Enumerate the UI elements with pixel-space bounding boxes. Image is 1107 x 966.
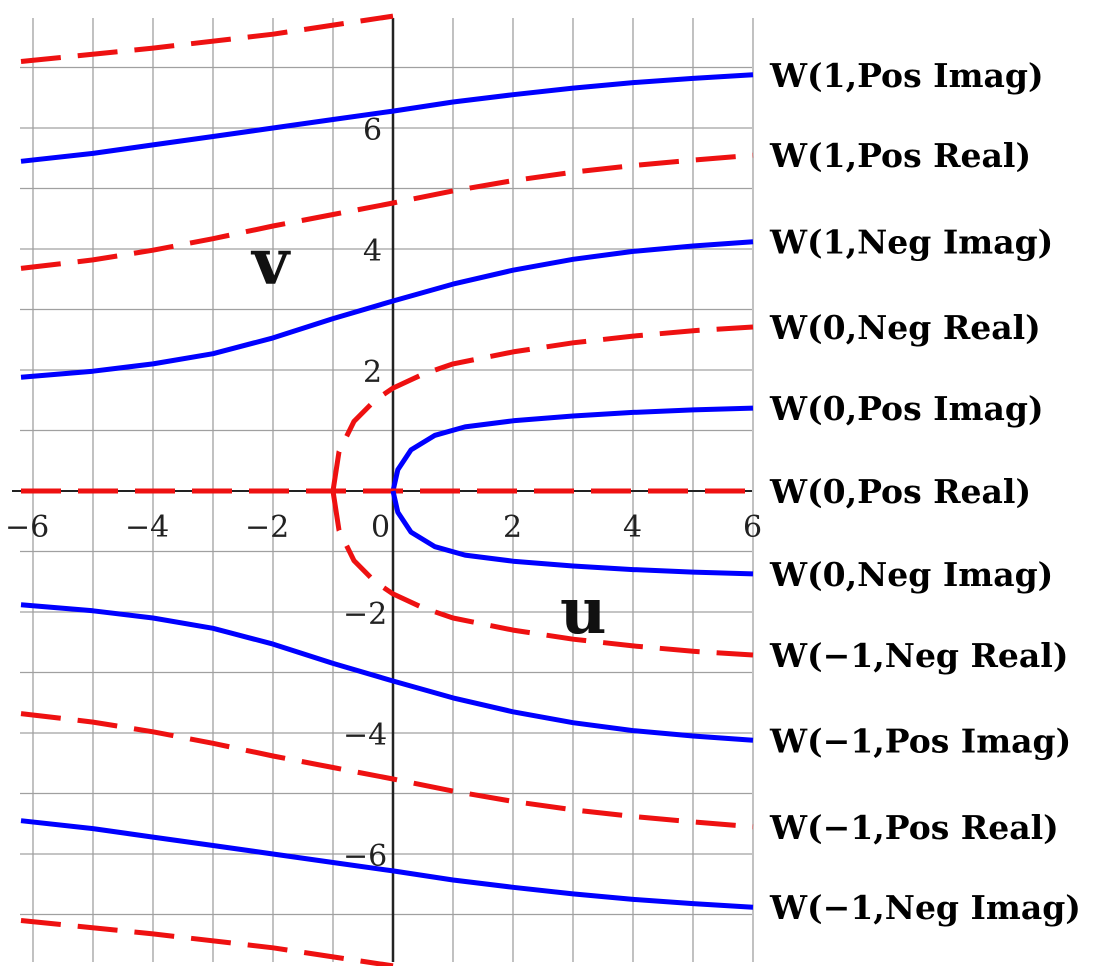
y-tick-label: 6 xyxy=(363,113,382,148)
series-label: W(−1,Neg Real) xyxy=(769,636,1068,675)
series-line-1 xyxy=(20,152,754,271)
x-tick-label: −4 xyxy=(125,510,169,545)
series-label: W(0,Neg Real) xyxy=(769,308,1041,347)
series-label: W(0,Neg Imag) xyxy=(769,555,1053,594)
series-label: W(−1,Pos Real) xyxy=(769,808,1059,847)
x-tick-label: 0 xyxy=(371,510,390,545)
x-axis-label: u xyxy=(560,574,607,649)
tick-labels: −6 −4 −2 0 2 4 6 −6 −4 −2 2 4 6 xyxy=(5,113,762,874)
series-line-11 xyxy=(20,13,394,64)
y-tick-label: −2 xyxy=(343,597,387,632)
series-line-2 xyxy=(20,239,754,380)
series-line-0 xyxy=(20,72,754,164)
y-tick-label: 2 xyxy=(363,355,382,390)
series-label: W(0,Pos Imag) xyxy=(769,389,1044,428)
curve-labels: W(1,Pos Imag) W(1,Pos Real) W(1,Neg Imag) W… xyxy=(769,56,1081,927)
series-label: W(1,Neg Imag) xyxy=(769,223,1053,262)
series-line-3 xyxy=(330,324,754,492)
series-line-7 xyxy=(330,490,754,658)
series-label: W(0,Pos Real) xyxy=(769,472,1031,511)
series-label: W(1,Pos Real) xyxy=(769,136,1031,175)
series-line-8 xyxy=(20,602,754,743)
y-tick-label: −6 xyxy=(343,839,387,874)
series-label: W(−1,Pos Imag) xyxy=(769,721,1071,760)
series-line-6 xyxy=(390,490,754,577)
series-line-9 xyxy=(20,711,754,830)
series-line-4 xyxy=(390,405,754,492)
series-line-10 xyxy=(20,818,754,910)
x-tick-label: −6 xyxy=(5,510,49,545)
grid xyxy=(20,18,754,962)
x-tick-label: −2 xyxy=(245,510,289,545)
x-tick-label: 4 xyxy=(623,510,642,545)
series-label: W(1,Pos Imag) xyxy=(769,56,1044,95)
y-tick-label: −4 xyxy=(343,718,387,753)
curves xyxy=(20,13,754,966)
y-axis-label: v xyxy=(250,225,291,300)
series-line-12 xyxy=(20,918,394,966)
series-label: W(−1,Neg Imag) xyxy=(769,888,1081,927)
y-tick-label: 4 xyxy=(363,234,382,269)
x-tick-label: 6 xyxy=(743,510,762,545)
x-tick-label: 2 xyxy=(503,510,522,545)
